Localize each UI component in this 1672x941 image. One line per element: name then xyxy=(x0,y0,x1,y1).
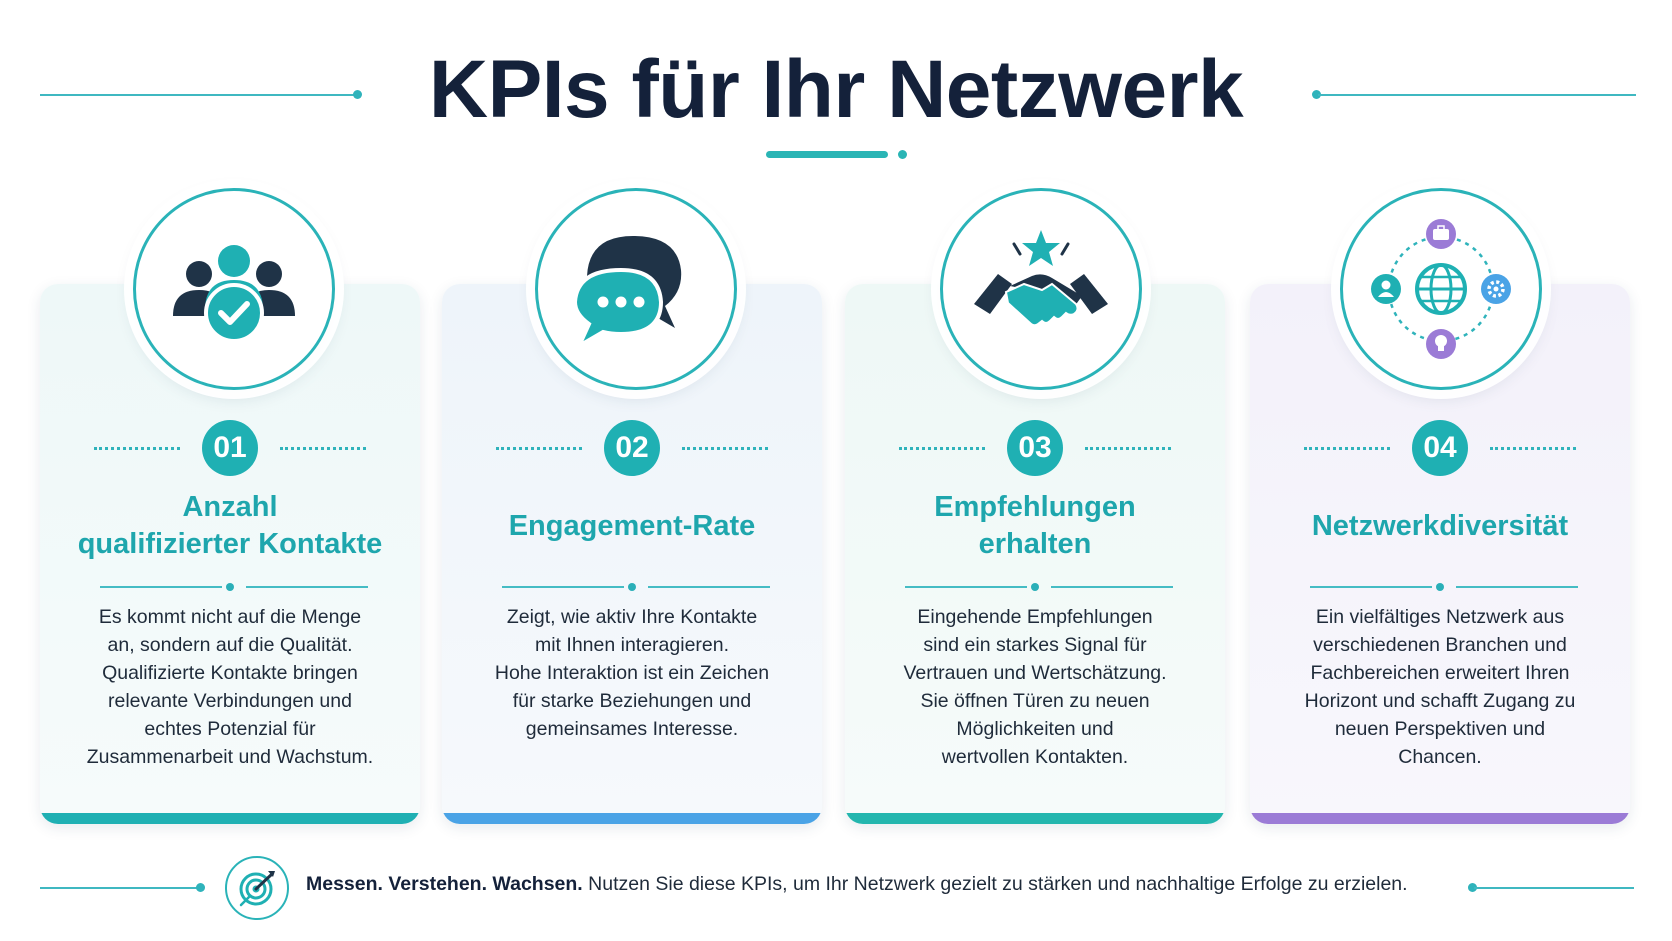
dotted-line xyxy=(496,447,582,450)
dotted-line xyxy=(899,447,985,450)
icon-circle-1 xyxy=(133,188,335,390)
dotted-line xyxy=(280,447,366,450)
chat-bubbles-icon xyxy=(572,236,682,351)
kpi-separator-4 xyxy=(1250,583,1630,591)
kpi-number-row-3: 03 xyxy=(845,420,1225,476)
kpi-description-4: Ein vielfältiges Netzwerk aus verschiede… xyxy=(1304,606,1576,768)
dotted-line xyxy=(1304,447,1390,450)
card-accent-bar xyxy=(40,813,420,824)
footer-dot-left xyxy=(196,883,205,892)
kpi-description-1: Es kommt nicht auf die Menge an, sondern… xyxy=(86,606,374,768)
title-line-left xyxy=(40,94,358,96)
dotted-line xyxy=(682,447,768,450)
icon-circle-3 xyxy=(940,188,1142,390)
footer-dot-right xyxy=(1468,883,1477,892)
footer-icon-circle xyxy=(225,856,289,920)
kpi-number-row-1: 01 xyxy=(40,420,420,476)
title-underline-dot xyxy=(898,150,907,159)
footer-tagline: Messen. Verstehen. Wachsen. xyxy=(306,873,583,895)
kpi-title-4: Netzwerkdiversität xyxy=(1311,509,1569,542)
dotted-line xyxy=(1490,447,1576,450)
kpi-description-2: Zeigt, wie aktiv Ihre Kontakte mit Ihnen… xyxy=(494,606,770,740)
title-underline xyxy=(766,151,888,158)
card-accent-bar xyxy=(1250,813,1630,824)
icon-circle-4 xyxy=(1340,188,1542,390)
card-accent-bar xyxy=(845,813,1225,824)
title-dot-right xyxy=(1312,90,1321,99)
kpi-title-2: Engagement-Rate xyxy=(508,509,756,542)
kpi-number-badge: 02 xyxy=(604,420,660,476)
footer-line-left xyxy=(40,887,200,889)
kpi-number-row-2: 02 xyxy=(442,420,822,476)
kpi-number-badge: 03 xyxy=(1007,420,1063,476)
kpi-number-badge: 01 xyxy=(202,420,258,476)
target-arrow-icon xyxy=(239,871,275,907)
footer-line-right xyxy=(1474,887,1634,889)
kpi-separator-2 xyxy=(442,583,822,591)
dotted-line xyxy=(1085,447,1171,450)
users-check-icon xyxy=(173,245,295,343)
kpi-separator-1 xyxy=(40,583,420,591)
dotted-line xyxy=(94,447,180,450)
card-accent-bar xyxy=(442,813,822,824)
kpi-title-3: Empfehlungen erhalten xyxy=(934,491,1136,560)
handshake-star-icon xyxy=(974,230,1108,327)
icon-circle-2 xyxy=(535,188,737,390)
footer-message: Nutzen Sie diese KPIs, um Ihr Netzwerk g… xyxy=(582,873,1408,895)
kpi-separator-3 xyxy=(845,583,1225,591)
kpi-number-badge: 04 xyxy=(1412,420,1468,476)
title-line-right xyxy=(1318,94,1636,96)
header: KPIs für Ihr Netzwerk xyxy=(0,0,1672,170)
page-title: KPIs für Ihr Netzwerk xyxy=(428,44,1244,135)
title-dot-left xyxy=(353,90,362,99)
globe-network-icon xyxy=(1371,219,1511,359)
footer-text: Messen. Verstehen. Wachsen. Nutzen Sie d… xyxy=(306,873,1408,896)
kpi-description-3: Eingehende Empfehlungen sind ein starkes… xyxy=(903,606,1167,768)
kpi-title-1: Anzahl qualifizierter Kontakte xyxy=(77,491,383,560)
kpi-number-row-4: 04 xyxy=(1250,420,1630,476)
